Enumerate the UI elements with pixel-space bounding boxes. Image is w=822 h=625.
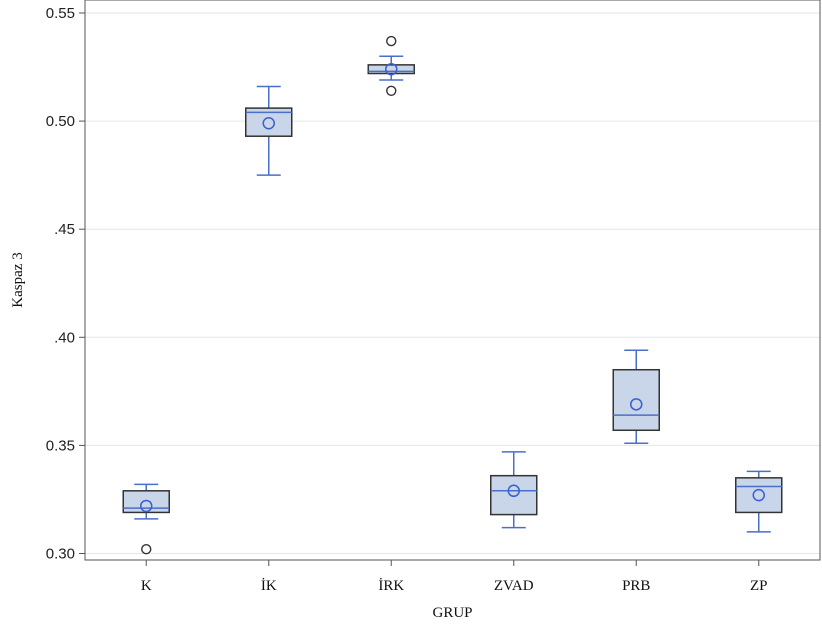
mean-marker	[507, 484, 520, 498]
y-tick-label: .45	[54, 221, 75, 238]
x-axis-label: GRUP	[432, 605, 472, 621]
box-group	[490, 451, 538, 529]
box-group	[735, 470, 783, 533]
x-axis-ticks: K İK İRK ZVAD PRB ZP	[141, 560, 768, 594]
plot-frame	[84, 0, 821, 561]
mean-marker	[262, 116, 275, 130]
mean-marker	[752, 488, 765, 502]
y-tick-label: 0.55	[46, 5, 75, 22]
y-tick-label: 0.50	[46, 113, 75, 130]
y-tick-label: 0.35	[46, 437, 75, 454]
mean-marker	[140, 499, 153, 513]
x-tick-label: ZP	[750, 578, 768, 594]
box-iqr	[735, 477, 783, 514]
box-group	[367, 35, 415, 97]
x-tick-label: PRB	[622, 578, 650, 594]
outlier-point	[386, 85, 397, 97]
y-tick-label: 0.30	[46, 546, 75, 563]
x-tick-label: ZVAD	[494, 578, 534, 594]
x-tick-label: K	[141, 578, 152, 594]
outlier-point	[141, 543, 152, 555]
box-iqr	[367, 64, 415, 75]
y-axis-label: Kaspaz 3	[10, 252, 26, 307]
box-group	[122, 483, 170, 555]
mean-marker	[385, 62, 398, 76]
box-iqr	[612, 368, 660, 432]
boxes	[122, 35, 783, 555]
box-group	[612, 349, 660, 444]
grid-lines	[85, 12, 820, 555]
x-tick-label: İK	[261, 578, 277, 594]
y-tick-label: .40	[54, 329, 75, 346]
box-iqr	[122, 490, 170, 514]
x-tick-label: İRK	[378, 578, 404, 594]
outlier-point	[386, 35, 397, 47]
mean-marker	[630, 398, 643, 411]
box-iqr	[490, 474, 538, 516]
box-group	[245, 85, 293, 176]
y-axis-ticks: 0.30 0.35 .40 .45 0.50 0.55	[46, 5, 85, 563]
